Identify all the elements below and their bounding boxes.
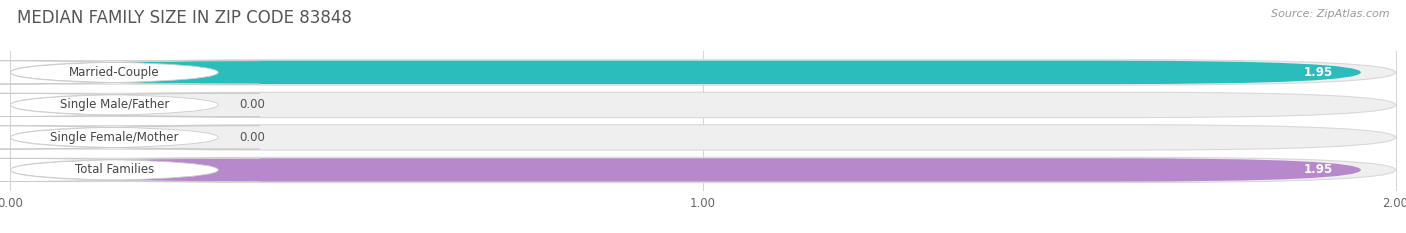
Text: 1.95: 1.95 (1303, 66, 1333, 79)
FancyBboxPatch shape (10, 125, 1396, 150)
Text: MEDIAN FAMILY SIZE IN ZIP CODE 83848: MEDIAN FAMILY SIZE IN ZIP CODE 83848 (17, 9, 352, 27)
Text: 0.00: 0.00 (239, 131, 264, 144)
FancyBboxPatch shape (10, 157, 1396, 183)
FancyBboxPatch shape (0, 61, 260, 84)
Text: Source: ZipAtlas.com: Source: ZipAtlas.com (1271, 9, 1389, 19)
FancyBboxPatch shape (0, 126, 260, 149)
Text: 0.00: 0.00 (239, 98, 264, 111)
FancyBboxPatch shape (10, 61, 1361, 84)
FancyBboxPatch shape (10, 60, 1396, 85)
FancyBboxPatch shape (10, 92, 1396, 118)
Text: 1.95: 1.95 (1303, 163, 1333, 176)
Text: Total Families: Total Families (75, 163, 155, 176)
Text: Single Male/Father: Single Male/Father (59, 98, 169, 111)
Text: Married-Couple: Married-Couple (69, 66, 160, 79)
FancyBboxPatch shape (10, 158, 1361, 182)
FancyBboxPatch shape (0, 93, 260, 116)
FancyBboxPatch shape (0, 158, 260, 182)
Text: Single Female/Mother: Single Female/Mother (51, 131, 179, 144)
